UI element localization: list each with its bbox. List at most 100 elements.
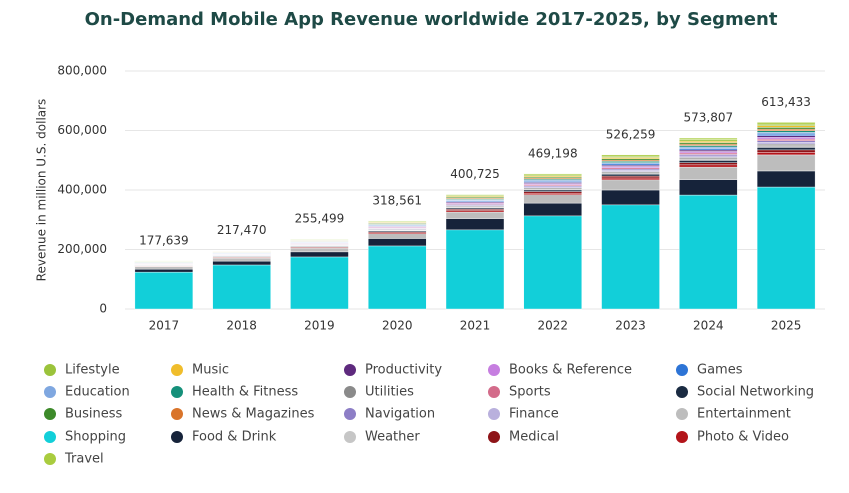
legend-label: Social Networking [697, 385, 814, 400]
bar-segment [679, 160, 738, 163]
legend-swatch [44, 386, 56, 398]
bar-segment [445, 211, 505, 219]
legend-label: Lifestyle [65, 363, 120, 378]
legend-swatch [676, 408, 688, 420]
bar-segment [756, 135, 816, 138]
legend-label: Travel [64, 452, 104, 467]
bar-segment [445, 207, 505, 210]
bar-segment [756, 147, 816, 151]
total-label: 400,725 [450, 167, 500, 181]
legend-swatch [171, 431, 183, 443]
legend-swatch [344, 386, 356, 398]
legend-label: Health & Fitness [192, 385, 298, 400]
x-tick-label: 2017 [149, 319, 180, 333]
y-tick-label: 600,000 [57, 123, 107, 137]
bar-segment [368, 220, 427, 222]
total-label: 469,198 [528, 146, 578, 160]
y-tick-label: 0 [99, 302, 107, 316]
bar-segment [679, 166, 738, 180]
legend-swatch [171, 364, 183, 376]
y-axis-label: Revenue in million U.S. dollars [35, 99, 49, 282]
legend-swatch [676, 364, 688, 376]
bar-segment [445, 218, 505, 231]
bar-segment [679, 148, 738, 151]
legend-label: Utilities [365, 385, 414, 400]
bar-segment [679, 151, 738, 154]
bar-segment [523, 202, 582, 217]
bar-segment [756, 138, 816, 141]
bar-segment [756, 122, 816, 125]
bar-segment [756, 140, 816, 143]
legend-swatch [676, 431, 688, 443]
legend-swatch [344, 431, 356, 443]
legend-swatch [344, 364, 356, 376]
bar-segment [134, 266, 194, 270]
bar-segment [445, 194, 505, 196]
bar-segment [523, 192, 582, 195]
legend-label: Games [697, 363, 743, 378]
bar-segment [679, 137, 738, 140]
legend-label: Photo & Video [697, 430, 789, 445]
bar-segment [756, 123, 816, 126]
bar-segment [212, 257, 271, 262]
bar-segment [756, 186, 816, 310]
bar-segment [679, 152, 738, 155]
bar-segment [601, 179, 660, 191]
bar-segment [756, 145, 816, 148]
bar-segment [523, 189, 582, 192]
x-tick-label: 2018 [226, 319, 257, 333]
legend-label: Medical [509, 430, 559, 445]
legend-label: Food & Drink [192, 430, 277, 445]
x-tick-label: 2019 [304, 319, 335, 333]
bar-segment [212, 264, 271, 310]
legend-label: Navigation [365, 407, 435, 422]
legend-label: Books & Reference [509, 363, 632, 378]
bar-segment [601, 175, 660, 179]
legend-swatch [488, 431, 500, 443]
legend-swatch [488, 408, 500, 420]
legend-label: Sports [509, 385, 551, 400]
total-label: 613,433 [761, 95, 811, 109]
bar-segment [756, 130, 816, 133]
legend-label: Productivity [365, 363, 442, 378]
legend-label: News & Magazines [192, 407, 315, 422]
bar-segment [679, 154, 738, 157]
bar-segment [368, 233, 427, 239]
bar-segment [679, 179, 738, 196]
bar-segment [368, 245, 427, 310]
bar-segment [679, 158, 738, 161]
bar-segment [523, 191, 582, 194]
bar-segment [601, 154, 660, 157]
total-label: 526,259 [606, 127, 656, 141]
bar-segment [523, 173, 582, 176]
bar-segment [601, 173, 660, 177]
bar-segment [290, 256, 349, 310]
bar-segment [134, 271, 194, 310]
legend-label: Business [65, 407, 123, 422]
y-tick-label: 200,000 [57, 242, 107, 256]
legend-swatch [344, 408, 356, 420]
bar-segment [445, 210, 505, 213]
total-label: 318,561 [372, 193, 422, 207]
bar-segment [756, 127, 816, 130]
bar-segment [679, 194, 738, 310]
chart-title: On-Demand Mobile App Revenue worldwide 2… [85, 9, 778, 30]
x-tick-label: 2025 [771, 319, 802, 333]
bar-segment [756, 154, 816, 172]
bar-segment [679, 149, 738, 152]
bar-segment [290, 251, 349, 258]
legend-label: Music [192, 363, 229, 378]
bar-segment [368, 238, 427, 247]
bar-segment [756, 152, 816, 156]
legend-swatch [488, 386, 500, 398]
bar-segment [212, 260, 271, 266]
legend-label: Finance [509, 407, 559, 422]
legend-label: Weather [365, 430, 420, 445]
total-label: 573,807 [684, 111, 734, 125]
legend-swatch [171, 386, 183, 398]
legend-swatch [676, 386, 688, 398]
bar-segment [756, 132, 816, 135]
bar-segment [601, 177, 660, 181]
legend-swatch [44, 453, 56, 465]
